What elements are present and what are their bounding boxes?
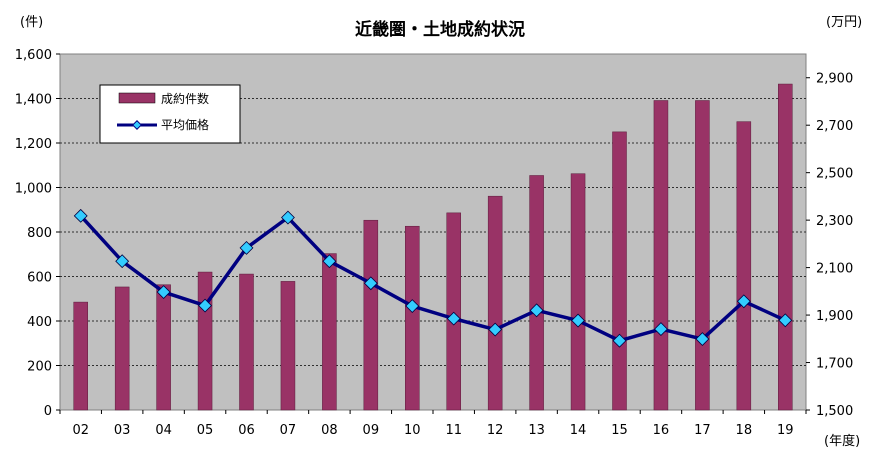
y-left-tick-label: 1,000 [15, 182, 52, 197]
y-left-tick-label: 800 [27, 226, 52, 241]
x-tick-label: 13 [528, 423, 545, 438]
x-tick-label: 10 [404, 423, 421, 438]
line-point [446, 311, 461, 326]
line-point [73, 208, 88, 223]
line-point [654, 322, 668, 336]
y-right-tick-label: 2,300 [816, 214, 853, 229]
bar [114, 286, 130, 411]
legend-bar-swatch [118, 92, 156, 104]
bar [612, 131, 627, 411]
y-right-tick-label: 2,500 [816, 167, 853, 182]
x-tick-label: 04 [155, 423, 172, 438]
y-left-tick-label: 200 [27, 360, 52, 375]
bar [529, 175, 544, 411]
line-point [529, 303, 544, 318]
x-tick-label: 17 [694, 423, 711, 438]
bar [156, 284, 171, 411]
x-tick-label: 06 [238, 423, 255, 438]
x-tick-label: 11 [445, 423, 462, 438]
y-right-tick-label: 1,500 [816, 404, 853, 419]
bar [363, 219, 379, 411]
y-axis-left: 0 200 400 600 800 1,000 1,200 1,400 1,600 [15, 48, 60, 419]
gridlines [60, 98, 806, 366]
legend: 成約件数 平均価格 [99, 84, 241, 144]
y-left-tick-label: 1,400 [15, 93, 52, 108]
line-point [239, 240, 254, 255]
y-right-unit: (万円) [826, 15, 862, 30]
line-point [115, 254, 130, 269]
legend-label-line: 平均価格 [161, 117, 209, 132]
x-tick-label: 12 [487, 423, 504, 438]
line-point [612, 333, 627, 348]
y-left-tick-label: 1,600 [15, 48, 52, 63]
line-path [79, 214, 787, 343]
x-tick-label: 05 [197, 423, 214, 438]
x-tick-label: 02 [72, 423, 89, 438]
y-left-tick-label: 1,200 [15, 137, 52, 152]
bar-series [73, 83, 793, 411]
line-point [322, 254, 337, 269]
line-point [281, 210, 295, 225]
bar [322, 253, 337, 411]
line-point [695, 332, 710, 346]
legend-line-marker [132, 120, 142, 130]
bar [778, 83, 793, 411]
y-left-tick-label: 0 [44, 404, 52, 419]
bar [446, 212, 461, 411]
x-axis: 02 03 04 05 06 07 08 09 10 11 12 13 14 15 16 17 18 19 [59, 410, 807, 438]
y-right-tick-label: 2,700 [816, 119, 853, 134]
legend-label-bars: 成約件数 [161, 91, 209, 106]
line-point [363, 276, 378, 291]
line-point [736, 294, 751, 309]
line-point [488, 322, 503, 337]
line-series [73, 208, 793, 348]
bar [570, 173, 586, 411]
x-tick-label: 08 [321, 423, 338, 438]
y-right-tick-label: 2,100 [816, 262, 853, 277]
bar [736, 121, 752, 411]
bar [695, 100, 710, 411]
y-right-tick-label: 1,900 [816, 309, 853, 324]
y-axis-right: 1,500 1,700 1,900 2,100 2,300 2,500 2,700 2,900 [806, 72, 853, 419]
chart-title: 近畿圏・土地成約状況 [355, 19, 525, 40]
x-tick-label: 15 [611, 423, 628, 438]
x-tick-label: 19 [777, 423, 794, 438]
x-unit: (年度) [824, 433, 860, 449]
bar [280, 281, 296, 411]
x-tick-label: 07 [280, 423, 297, 438]
plot-area [59, 53, 807, 411]
y-left-unit: (件) [20, 15, 43, 30]
bar [197, 271, 213, 411]
bar [73, 301, 88, 411]
line-point [778, 313, 793, 328]
line-point [156, 285, 171, 299]
bar [487, 195, 503, 411]
y-left-tick-label: 400 [27, 315, 52, 330]
x-tick-label: 09 [363, 423, 380, 438]
bar [239, 273, 254, 411]
bar [405, 225, 420, 411]
x-tick-label: 14 [570, 423, 587, 438]
line-point [571, 313, 585, 328]
bar [653, 100, 669, 411]
y-right-tick-label: 1,700 [816, 357, 853, 372]
x-tick-label: 18 [736, 423, 753, 438]
y-left-tick-label: 600 [27, 271, 52, 286]
line-point [405, 299, 420, 313]
x-tick-label: 16 [653, 423, 670, 438]
y-right-tick-label: 2,900 [816, 72, 853, 87]
line-point [198, 298, 212, 313]
x-tick-label: 03 [114, 423, 131, 438]
